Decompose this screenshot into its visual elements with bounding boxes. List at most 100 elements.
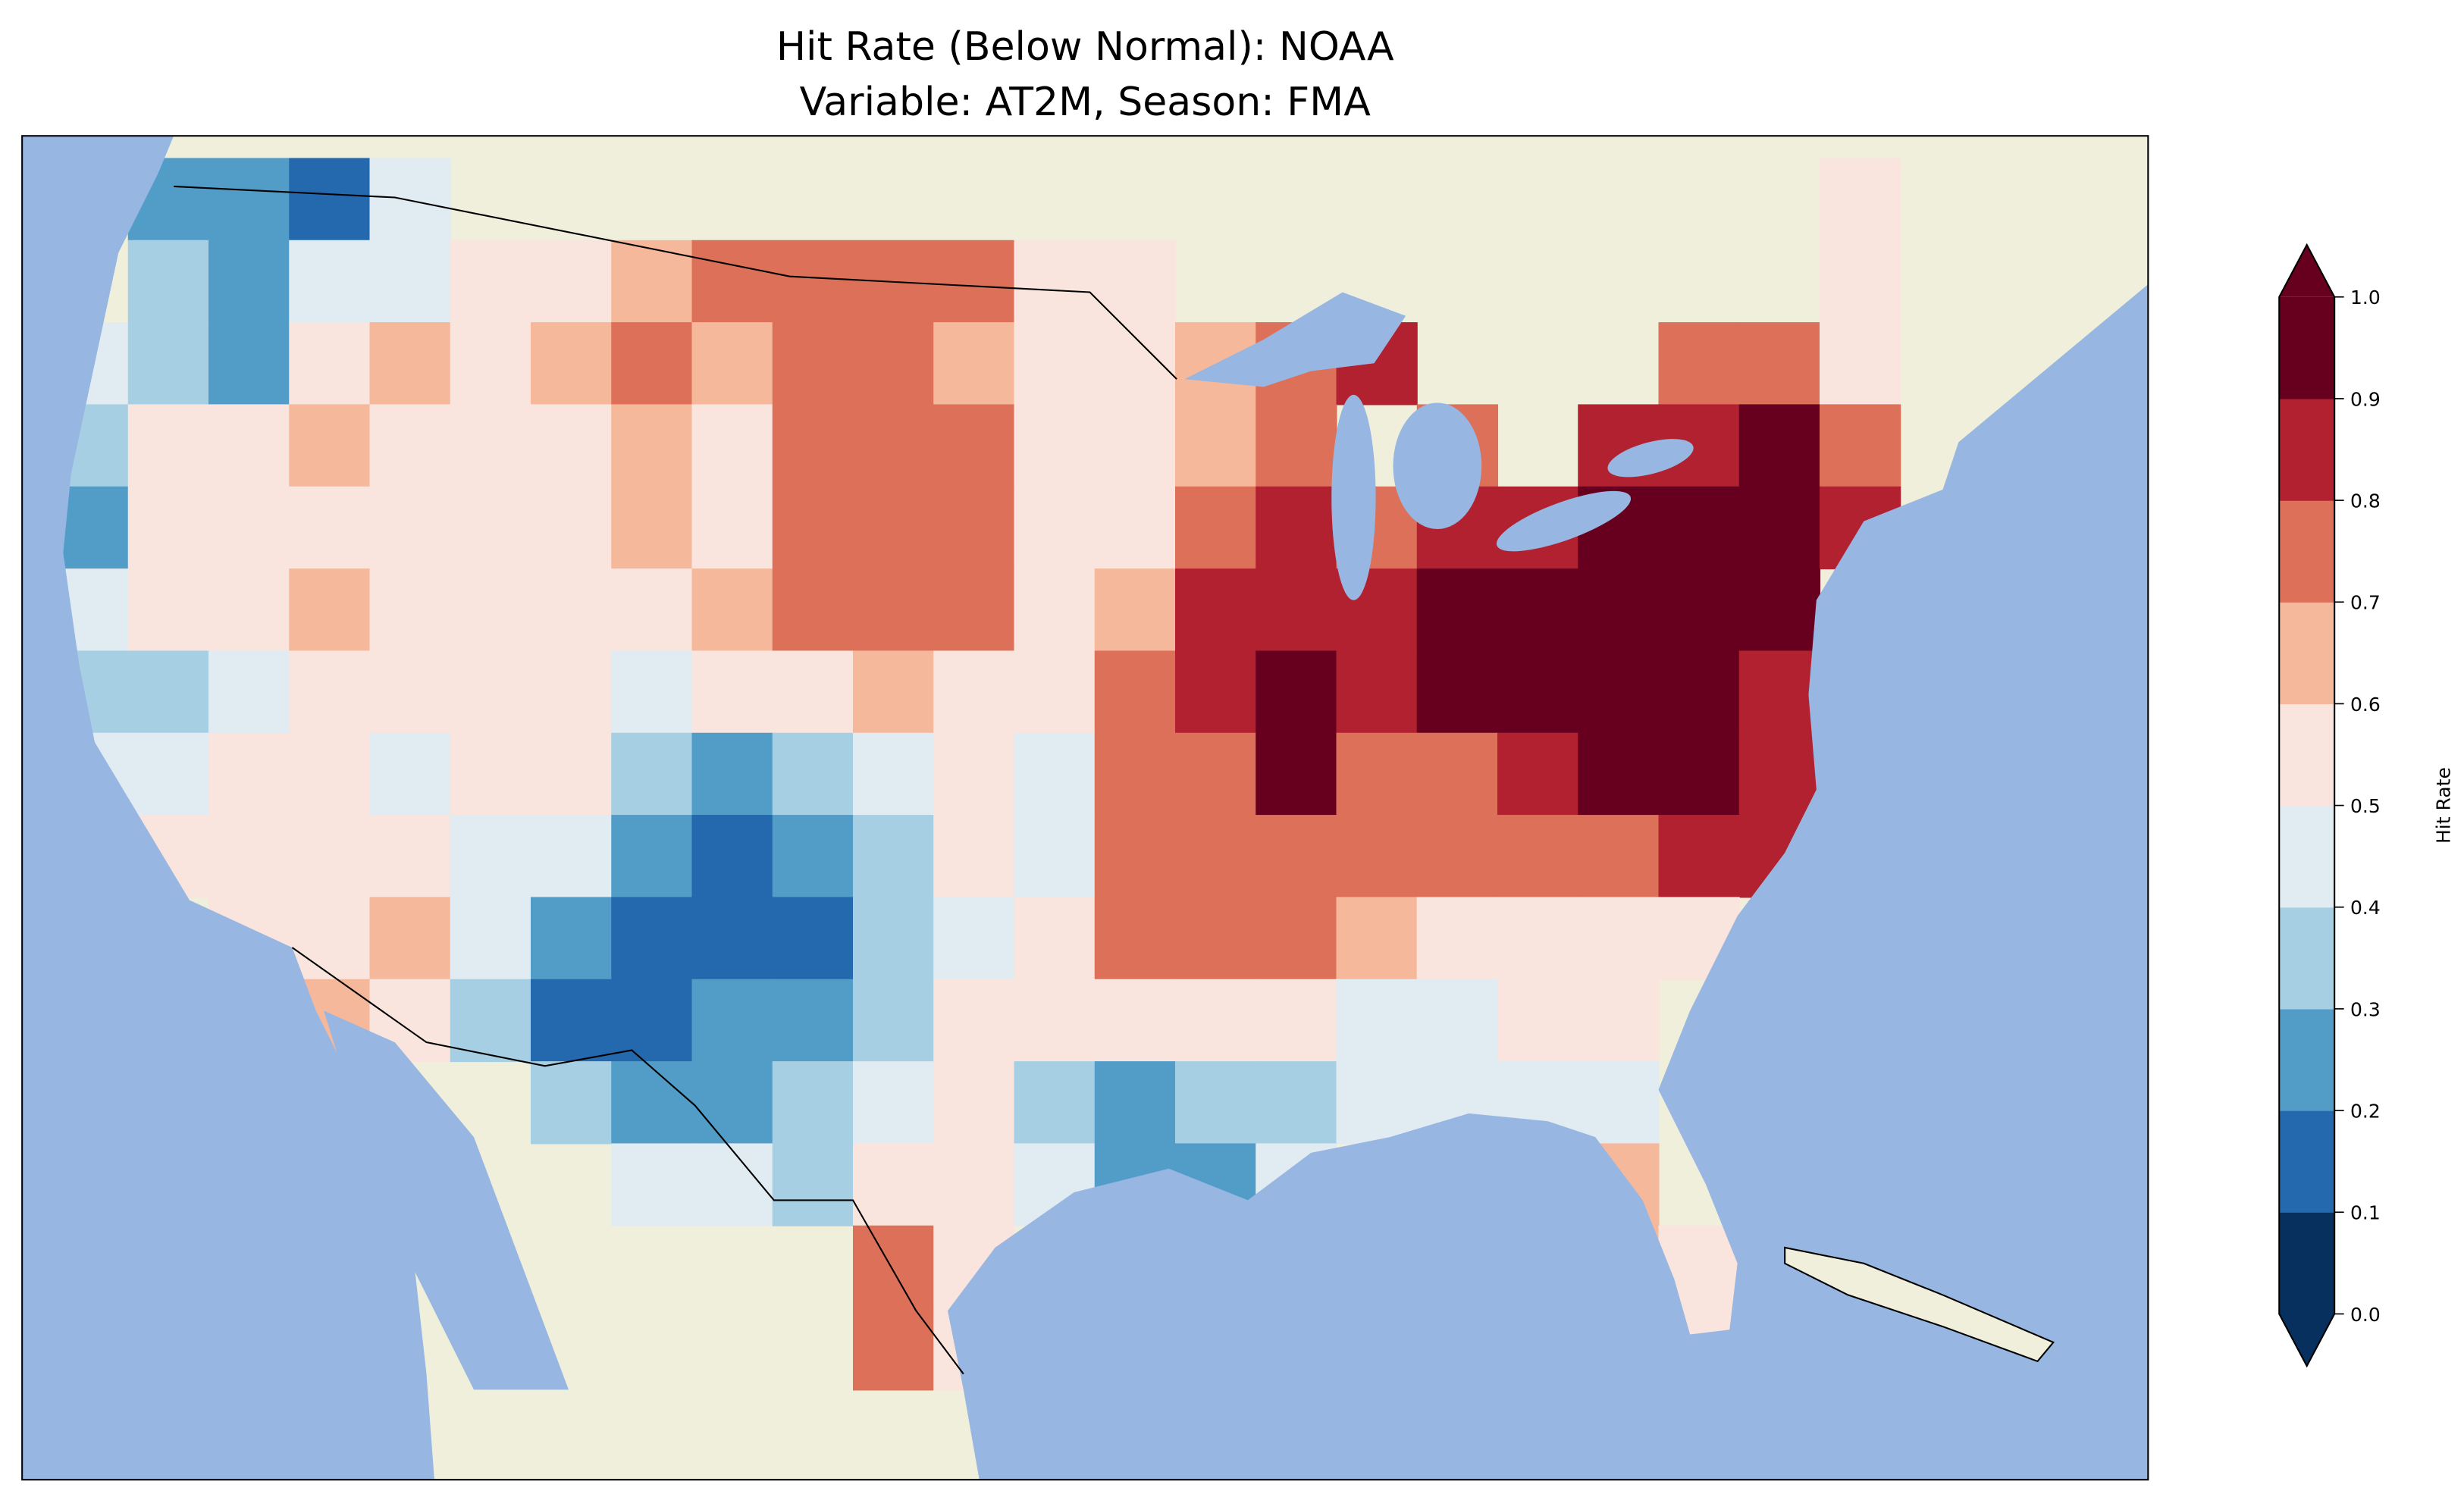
grid-cell [450, 404, 532, 487]
grid-cell [611, 486, 693, 570]
grid-cell [208, 322, 290, 406]
colorbar-tick-label: 0.1 [2350, 1202, 2381, 1224]
grid-cell [691, 650, 773, 734]
colorbar-tick-label: 0.3 [2350, 998, 2381, 1020]
grid-cell [369, 732, 451, 816]
grid-cell [289, 322, 371, 406]
grid-cell [1336, 650, 1418, 734]
grid-cell [289, 158, 371, 241]
grid-cell [853, 897, 935, 980]
grid-cell [1094, 322, 1177, 406]
grid-cell [450, 979, 532, 1063]
grid-cell [531, 650, 613, 734]
grid-cell [772, 732, 854, 816]
grid-cell [853, 1225, 935, 1309]
colorbar-extend-min [2279, 1314, 2335, 1367]
colorbar-segment [2279, 805, 2335, 908]
grid-cell [1256, 732, 1337, 816]
grid-cell [1820, 240, 1901, 324]
grid-cell [933, 322, 1015, 406]
grid-cell [208, 650, 290, 734]
grid-cell [611, 1143, 693, 1226]
grid-cell [208, 815, 290, 898]
grid-cell [531, 240, 613, 324]
grid-cell [208, 486, 290, 570]
grid-cell [691, 322, 773, 406]
grid-cell [611, 404, 693, 487]
grid-cell [1175, 815, 1257, 898]
grid-cell [1014, 732, 1096, 816]
grid-cell [1256, 568, 1337, 652]
colorbar-extend-max [2279, 245, 2335, 297]
grid-cell [369, 815, 451, 898]
grid-cell [1014, 650, 1096, 734]
grid-cell [853, 1061, 935, 1145]
grid-cell [127, 240, 210, 324]
grid-cell [853, 568, 935, 652]
colorbar-segment [2279, 907, 2335, 1010]
grid-cell [1094, 650, 1177, 734]
grid-cell [1094, 568, 1177, 652]
grid-cell [1416, 979, 1499, 1063]
grid-cell [772, 1061, 854, 1145]
grid-cell [1175, 568, 1257, 652]
grid-cell [1336, 732, 1418, 816]
grid-cell [369, 404, 451, 487]
hit-rate-grid [47, 158, 1901, 1391]
grid-cell [450, 486, 532, 570]
grid-cell [691, 568, 773, 652]
grid-cell [1256, 486, 1337, 570]
canada-border [174, 185, 1177, 380]
grid-cell [772, 240, 854, 324]
pacific-ocean [22, 136, 434, 1480]
colorbar-segment [2279, 602, 2335, 705]
grid-cell [450, 897, 532, 980]
grid-cell [1820, 404, 1901, 487]
grid-cell [853, 979, 935, 1063]
grid-cell [531, 322, 613, 406]
grid-cell [531, 486, 613, 570]
grid-cell [127, 650, 210, 734]
grid-cell [1175, 897, 1257, 980]
grid-cell [1658, 650, 1740, 734]
colorbar: 0.0 0.1 0.2 0.3 0.4 0.5 0.6 0.7 0.8 0.9 1.0 [2278, 243, 2381, 1368]
colorbar-tick-label: 0.2 [2350, 1100, 2381, 1122]
ocean-layer [22, 136, 2149, 1480]
grid-cell [772, 486, 854, 570]
grid-cell [531, 404, 613, 487]
lake-superior [1184, 292, 1406, 387]
grid-cell [1175, 732, 1257, 816]
grid-cell [1256, 897, 1337, 980]
lake-erie [1496, 490, 1632, 552]
grid-cell [853, 650, 935, 734]
grid-cell [531, 732, 613, 816]
grid-cell [691, 815, 773, 898]
grid-cell [772, 897, 854, 980]
colorbar-segment [2279, 703, 2335, 807]
grid-cell [1336, 897, 1418, 980]
grid-cell [369, 158, 451, 241]
colorbar-tick-label: 0.5 [2350, 795, 2381, 817]
grid-cell [450, 815, 532, 898]
grid-cell [1175, 486, 1257, 570]
grid-cell [1094, 979, 1177, 1063]
grid-cell [772, 322, 854, 406]
grid-cell [1094, 815, 1177, 898]
colorbar-tick-label: 0.4 [2350, 897, 2381, 919]
grid-cell [289, 650, 371, 734]
grid-cell [611, 897, 693, 980]
grid-cell [1497, 732, 1579, 816]
grid-cell [1175, 979, 1257, 1063]
grid-cell [1256, 815, 1337, 898]
title-line-2: Variable: AT2M, Season: FMA [800, 80, 1372, 125]
grid-cell [772, 650, 854, 734]
grid-cell [691, 240, 773, 324]
grid-cell [1336, 979, 1418, 1063]
grid-cell [1820, 322, 1901, 406]
cuba [1784, 1246, 2055, 1363]
map-frame [21, 135, 2149, 1481]
grid-cell [1256, 404, 1337, 487]
grid-cell [1578, 897, 1660, 980]
grid-cell [933, 404, 1015, 487]
grid-cell [369, 568, 451, 652]
